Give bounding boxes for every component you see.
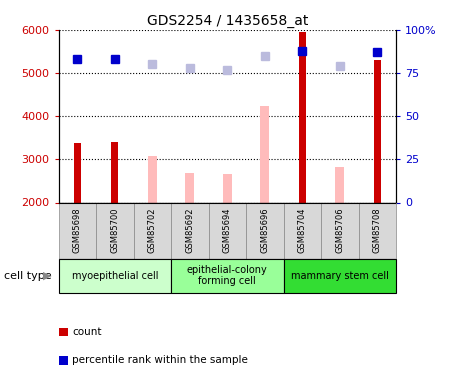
Text: epithelial-colony
forming cell: epithelial-colony forming cell — [187, 265, 268, 286]
Bar — [374, 60, 381, 202]
Bar — [58, 202, 96, 259]
Bar — [134, 202, 171, 259]
Text: myoepithelial cell: myoepithelial cell — [72, 271, 158, 280]
Bar — [74, 143, 81, 202]
Text: GSM85706: GSM85706 — [335, 208, 344, 254]
Bar — [260, 106, 270, 202]
Text: GSM85692: GSM85692 — [185, 208, 194, 254]
Bar — [284, 259, 396, 292]
Title: GDS2254 / 1435658_at: GDS2254 / 1435658_at — [147, 13, 308, 28]
Text: count: count — [72, 327, 102, 337]
Text: GSM85696: GSM85696 — [260, 208, 269, 254]
Text: ▶: ▶ — [43, 271, 51, 280]
Bar — [208, 202, 246, 259]
Bar — [58, 259, 171, 292]
Bar — [185, 173, 194, 202]
Bar — [171, 259, 284, 292]
Bar — [171, 202, 208, 259]
Text: mammary stem cell: mammary stem cell — [291, 271, 389, 280]
Text: GSM85702: GSM85702 — [148, 208, 157, 254]
Text: cell type: cell type — [4, 271, 52, 280]
Bar — [359, 202, 396, 259]
Bar — [335, 167, 344, 202]
Text: GSM85698: GSM85698 — [73, 208, 82, 254]
Bar — [246, 202, 284, 259]
Bar — [284, 202, 321, 259]
Bar — [96, 202, 134, 259]
Text: GSM85700: GSM85700 — [110, 208, 119, 254]
Bar — [299, 32, 306, 203]
Bar — [148, 156, 157, 203]
Text: GSM85704: GSM85704 — [298, 208, 307, 254]
Text: percentile rank within the sample: percentile rank within the sample — [72, 355, 248, 365]
Bar — [321, 202, 359, 259]
Text: GSM85708: GSM85708 — [373, 208, 382, 254]
Bar — [223, 174, 232, 202]
Text: GSM85694: GSM85694 — [223, 208, 232, 254]
Bar — [112, 142, 118, 202]
